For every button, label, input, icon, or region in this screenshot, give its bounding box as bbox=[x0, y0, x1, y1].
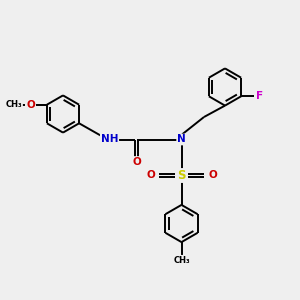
Text: O: O bbox=[208, 170, 217, 181]
Text: O: O bbox=[132, 157, 141, 167]
Text: O: O bbox=[146, 170, 155, 181]
Text: N: N bbox=[177, 134, 186, 145]
Text: CH₃: CH₃ bbox=[173, 256, 190, 265]
Text: F: F bbox=[256, 91, 263, 101]
Text: S: S bbox=[177, 169, 186, 182]
Text: CH₃: CH₃ bbox=[6, 100, 22, 109]
Text: NH: NH bbox=[101, 134, 118, 145]
Text: O: O bbox=[26, 100, 35, 110]
